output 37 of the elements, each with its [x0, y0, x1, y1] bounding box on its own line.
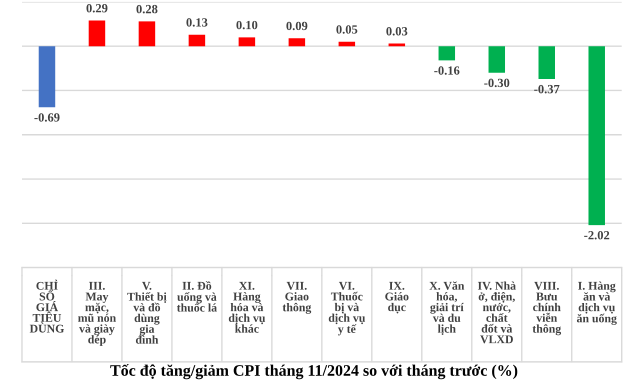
x-tick-label: X. Văn hóa, giải trí và du lịch	[429, 281, 464, 335]
bar	[438, 46, 456, 60]
data-label: 0.10	[236, 20, 258, 30]
bar	[188, 34, 206, 46]
x-tick-label: VII. Giao thông	[282, 282, 312, 314]
data-label: -0.37	[534, 84, 560, 94]
data-label: 0.13	[186, 18, 208, 27]
bar	[288, 38, 306, 46]
bar	[138, 21, 156, 46]
data-label: -2.02	[584, 230, 610, 240]
x-tick-label: IV. Nhà ở, điện, nước, chất đốt và VLXD	[478, 281, 516, 344]
bar	[338, 42, 356, 46]
x-tick-label: VI. Thuốc bị và dịch vụ y tế	[328, 282, 366, 336]
data-label: 0.05	[336, 25, 358, 34]
data-label: -0.16	[434, 66, 460, 75]
bar	[38, 46, 56, 108]
bar	[588, 46, 605, 226]
data-label: -0.69	[34, 113, 60, 122]
x-tick-label: IX. Giáo dục	[385, 282, 408, 314]
data-label: 0.03	[386, 27, 408, 36]
bar	[238, 37, 256, 46]
x-tick-label: I. Hàng ăn và dịch vụ ăn uống	[576, 281, 617, 325]
x-tick-label: XI. Hàng hóa và dịch vụ khác	[228, 282, 266, 333]
x-tick-label: III. May mặc, mũ nón và giày dép	[78, 282, 116, 346]
x-tick-label: V. Thiết bị và đồ dùng gia đình	[127, 282, 167, 344]
data-label: 0.29	[86, 4, 108, 12]
bar	[388, 44, 406, 46]
bar	[488, 46, 506, 73]
data-label: 0.28	[136, 4, 158, 14]
bar	[88, 20, 106, 46]
x-tick-label: II. Đồ uống và thuốc lá	[176, 281, 217, 312]
data-label: 0.09	[286, 22, 308, 30]
bar	[538, 46, 555, 79]
x-tick-label: VIII. Bưu chính viễn thông	[532, 282, 562, 336]
data-label: -0.30	[484, 78, 510, 88]
text: Tốc độ tăng/giảm CPI tháng 11/2024 so với tháng trước (%)	[110, 364, 518, 380]
x-tick-label: CHỈ SỐ GIÁ TIÊU DÙNG	[30, 280, 64, 333]
